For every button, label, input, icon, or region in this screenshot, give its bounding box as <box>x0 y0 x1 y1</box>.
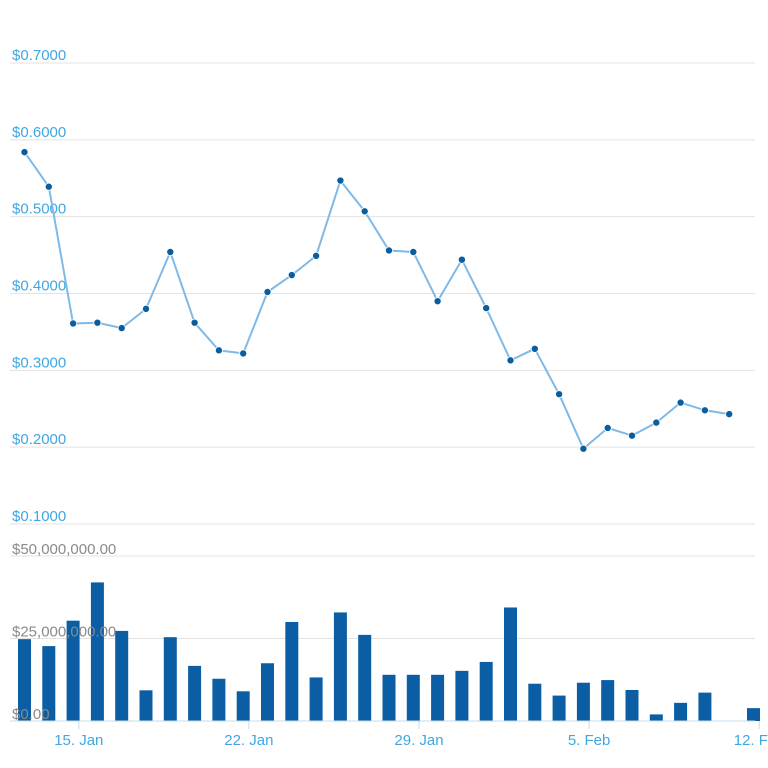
price-tick-label: $0.2000 <box>12 431 66 448</box>
volume-bar <box>504 607 517 721</box>
price-tick-label: $0.6000 <box>12 124 66 141</box>
volume-bar <box>90 582 104 721</box>
x-axis: 15. Jan 22. Jan 29. Jan 5. Feb 12. Feb <box>54 721 768 749</box>
price-point <box>263 287 272 296</box>
price-point <box>700 406 709 415</box>
price-point <box>20 148 29 157</box>
price-tick-label: $0.7000 <box>12 47 66 64</box>
price-point <box>457 255 466 264</box>
volume-bar <box>747 708 760 721</box>
price-point <box>93 318 102 327</box>
volume-bar <box>625 689 639 721</box>
price-point <box>506 356 515 365</box>
price-point <box>336 176 345 185</box>
volume-tick-label: $50,000,000.00 <box>12 541 116 558</box>
price-tick-label: $0.1000 <box>12 508 66 525</box>
volume-bar <box>649 714 663 721</box>
price-series <box>20 148 734 453</box>
price-point <box>287 271 296 280</box>
volume-bar <box>236 691 250 721</box>
volume-bar <box>406 674 420 721</box>
x-tick-label: 22. Jan <box>224 732 273 749</box>
volume-bar <box>382 674 396 721</box>
volume-bar <box>66 620 80 721</box>
volume-bar <box>552 695 566 721</box>
volume-bar <box>698 692 712 721</box>
volume-bar <box>601 680 615 721</box>
volume-bar <box>674 702 688 721</box>
price-tick-label: $0.4000 <box>12 278 66 295</box>
price-point <box>433 297 442 306</box>
price-point <box>239 349 248 358</box>
volume-tick-label: $0.00 <box>12 706 50 723</box>
volume-bar <box>163 637 177 721</box>
volume-bar <box>42 646 56 721</box>
price-tick-label: $0.5000 <box>12 201 66 218</box>
price-point <box>482 304 491 313</box>
price-point <box>530 344 539 353</box>
price-axis: $0.7000 $0.6000 $0.5000 $0.4000 $0.3000 $0.20… <box>12 47 66 525</box>
price-line <box>23 151 730 450</box>
price-point <box>166 248 175 257</box>
price-point <box>384 246 393 255</box>
price-point <box>652 418 661 427</box>
price-point <box>190 318 199 327</box>
price-point <box>725 410 734 419</box>
volume-bar <box>333 612 347 721</box>
price-point <box>603 423 612 432</box>
price-point <box>579 444 588 453</box>
price-point <box>69 319 78 328</box>
volume-bar <box>479 661 493 721</box>
price-point <box>117 324 126 333</box>
price-point <box>44 182 53 191</box>
volume-bar <box>528 683 542 721</box>
volume-bar <box>455 670 469 721</box>
volume-tick-label: $25,000,000.00 <box>12 624 116 641</box>
price-point <box>676 398 685 407</box>
price-point <box>628 431 637 440</box>
volume-bar <box>18 639 31 721</box>
volume-bar <box>261 663 274 721</box>
x-tick-label: 29. Jan <box>394 732 443 749</box>
volume-bar <box>188 665 202 721</box>
volume-bar <box>139 690 153 721</box>
x-tick-label: 12. Feb <box>734 732 768 749</box>
price-point <box>214 346 223 355</box>
grid-lines <box>10 62 755 639</box>
volume-bar <box>576 682 590 721</box>
volume-bar <box>115 630 129 721</box>
price-point <box>312 251 321 260</box>
x-tick-label: 15. Jan <box>54 732 103 749</box>
volume-bar <box>358 634 372 721</box>
price-point <box>360 207 369 216</box>
volume-axis: $50,000,000.00 $25,000,000.00 $0.00 <box>12 541 116 723</box>
price-point <box>555 390 564 399</box>
price-point <box>409 248 418 257</box>
price-point <box>141 304 150 313</box>
volume-bars <box>18 582 760 721</box>
volume-bar <box>212 678 226 721</box>
volume-bar <box>285 622 299 721</box>
price-tick-label: $0.3000 <box>12 354 66 371</box>
x-tick-label: 5. Feb <box>568 732 611 749</box>
volume-bar <box>309 677 323 721</box>
volume-bar <box>431 674 445 721</box>
